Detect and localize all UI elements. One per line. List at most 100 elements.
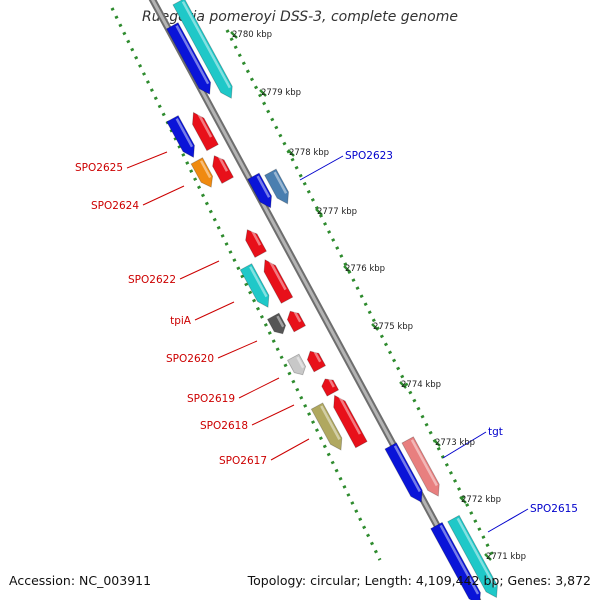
gene-body	[245, 229, 267, 258]
gene-spo2624-red	[212, 155, 234, 184]
gene-highlight	[196, 111, 213, 138]
leader-line	[251, 404, 295, 426]
gene-body	[266, 312, 287, 335]
gene-body	[166, 22, 212, 95]
kbp-label: 2773 kbp	[435, 438, 475, 448]
gene-spo2619-red	[321, 378, 340, 397]
gene-highlight	[273, 171, 288, 194]
gene-top-cyan	[172, 0, 233, 99]
leader-line	[179, 260, 220, 280]
gene-body	[286, 310, 307, 333]
gene-features	[166, 0, 498, 600]
gene-spo2620-gray	[286, 353, 307, 376]
gene-tpia-gray	[266, 312, 287, 335]
leader-line	[238, 377, 280, 399]
kbp-label: 2780 kbp	[232, 30, 272, 40]
ruler-tick	[259, 89, 267, 97]
gene-body	[321, 378, 340, 397]
gene-highlight	[313, 350, 322, 363]
gene-label: SPO2618	[200, 420, 248, 432]
ruler-dots-left	[110, 7, 382, 561]
gene-highlight	[328, 378, 335, 388]
gene-top-blue	[166, 22, 212, 95]
gene-spo2624-orange	[190, 157, 213, 188]
gene-spo2617-olive	[310, 402, 343, 451]
gene-highlight	[296, 356, 305, 369]
gene-spo2625-red	[192, 111, 219, 152]
gene-highlight	[181, 1, 231, 89]
genome-backbone	[148, 0, 482, 600]
accession-text: Accession: NC_003911	[9, 573, 152, 588]
gene-label: SPO2623	[345, 150, 393, 162]
gene-spo2615-blue	[430, 521, 481, 600]
gene-body	[264, 168, 289, 205]
gene-highlight	[256, 175, 271, 198]
gene-body	[192, 111, 219, 152]
gene-label: SPO2617	[219, 455, 267, 467]
gene-highlight	[337, 394, 362, 435]
gene-body	[263, 259, 294, 304]
gene-spo2615-cyan	[447, 514, 498, 599]
kbp-label: 2777 kbp	[317, 207, 357, 217]
gene-highlight	[249, 266, 268, 298]
gene-highlight	[175, 25, 210, 85]
gene-spo2622-cyan	[239, 263, 270, 308]
ruler-tick	[484, 553, 492, 561]
gene-label: SPO2625	[75, 162, 123, 174]
gene-label: SPO2624	[91, 200, 139, 212]
leader-line	[194, 301, 235, 321]
gene-body	[239, 263, 270, 308]
leader-line	[299, 155, 344, 181]
gene-highlight	[217, 155, 229, 172]
gene-spo2620-red	[306, 350, 327, 373]
gene-body	[166, 115, 195, 158]
gene-highlight	[393, 445, 421, 493]
gene-body	[430, 521, 481, 600]
leader-line	[142, 185, 185, 206]
gene-spo2622-red-small	[245, 229, 267, 258]
leader-line	[442, 431, 487, 459]
kbp-label: 2776 kbp	[345, 264, 385, 274]
gene-spo2625-blue	[166, 115, 195, 158]
gene-highlight	[320, 405, 341, 440]
map-labels: 2780 kbp 2779 kbp 2778 kbp 2777 kbp 2776 kbp…	[75, 30, 578, 562]
ruler-tick	[315, 208, 323, 216]
kbp-label: 2774 kbp	[401, 380, 441, 390]
ruler-tick	[230, 31, 238, 39]
gene-highlight	[268, 259, 287, 291]
gene-body	[310, 402, 343, 451]
gene-spo2622-red	[263, 259, 294, 304]
gene-highlight	[250, 229, 262, 246]
ruler-tick	[433, 439, 441, 447]
gene-label: SPO2622	[128, 274, 176, 286]
genome-summary-text: Topology: circular; Length: 4,109,442 bp…	[247, 573, 591, 588]
gene-spo2623-steel	[264, 168, 289, 205]
gene-highlight	[456, 517, 497, 588]
gene-highlight	[175, 118, 194, 148]
gene-label: tpiA	[170, 315, 192, 327]
gene-highlight	[439, 524, 480, 595]
leader-line	[270, 438, 310, 461]
gene-highlight	[276, 315, 285, 328]
map-title: Ruegeria pomeroyi DSS-3, complete genome	[142, 9, 458, 25]
kbp-label: 2779 kbp	[261, 88, 301, 98]
gene-tgt-pink	[401, 436, 440, 497]
gene-body	[333, 394, 368, 449]
kbp-label: 2778 kbp	[289, 148, 329, 158]
gene-highlight	[293, 310, 302, 323]
gene-body	[247, 172, 272, 209]
gene-highlight	[410, 439, 438, 487]
gene-label: SPO2619	[187, 393, 235, 405]
gene-highlight	[199, 160, 212, 179]
ruler-dots	[110, 7, 497, 561]
kbp-label: 2775 kbp	[373, 322, 413, 332]
kbp-label: 2772 kbp	[461, 495, 501, 505]
gene-tpia-red	[286, 310, 307, 333]
gene-body	[286, 353, 307, 376]
gene-label: SPO2615	[530, 503, 578, 515]
gene-body	[172, 0, 233, 99]
gene-spo2623-blue	[247, 172, 272, 209]
kbp-label: 2771 kbp	[486, 552, 526, 562]
ruler-tick	[287, 149, 295, 157]
